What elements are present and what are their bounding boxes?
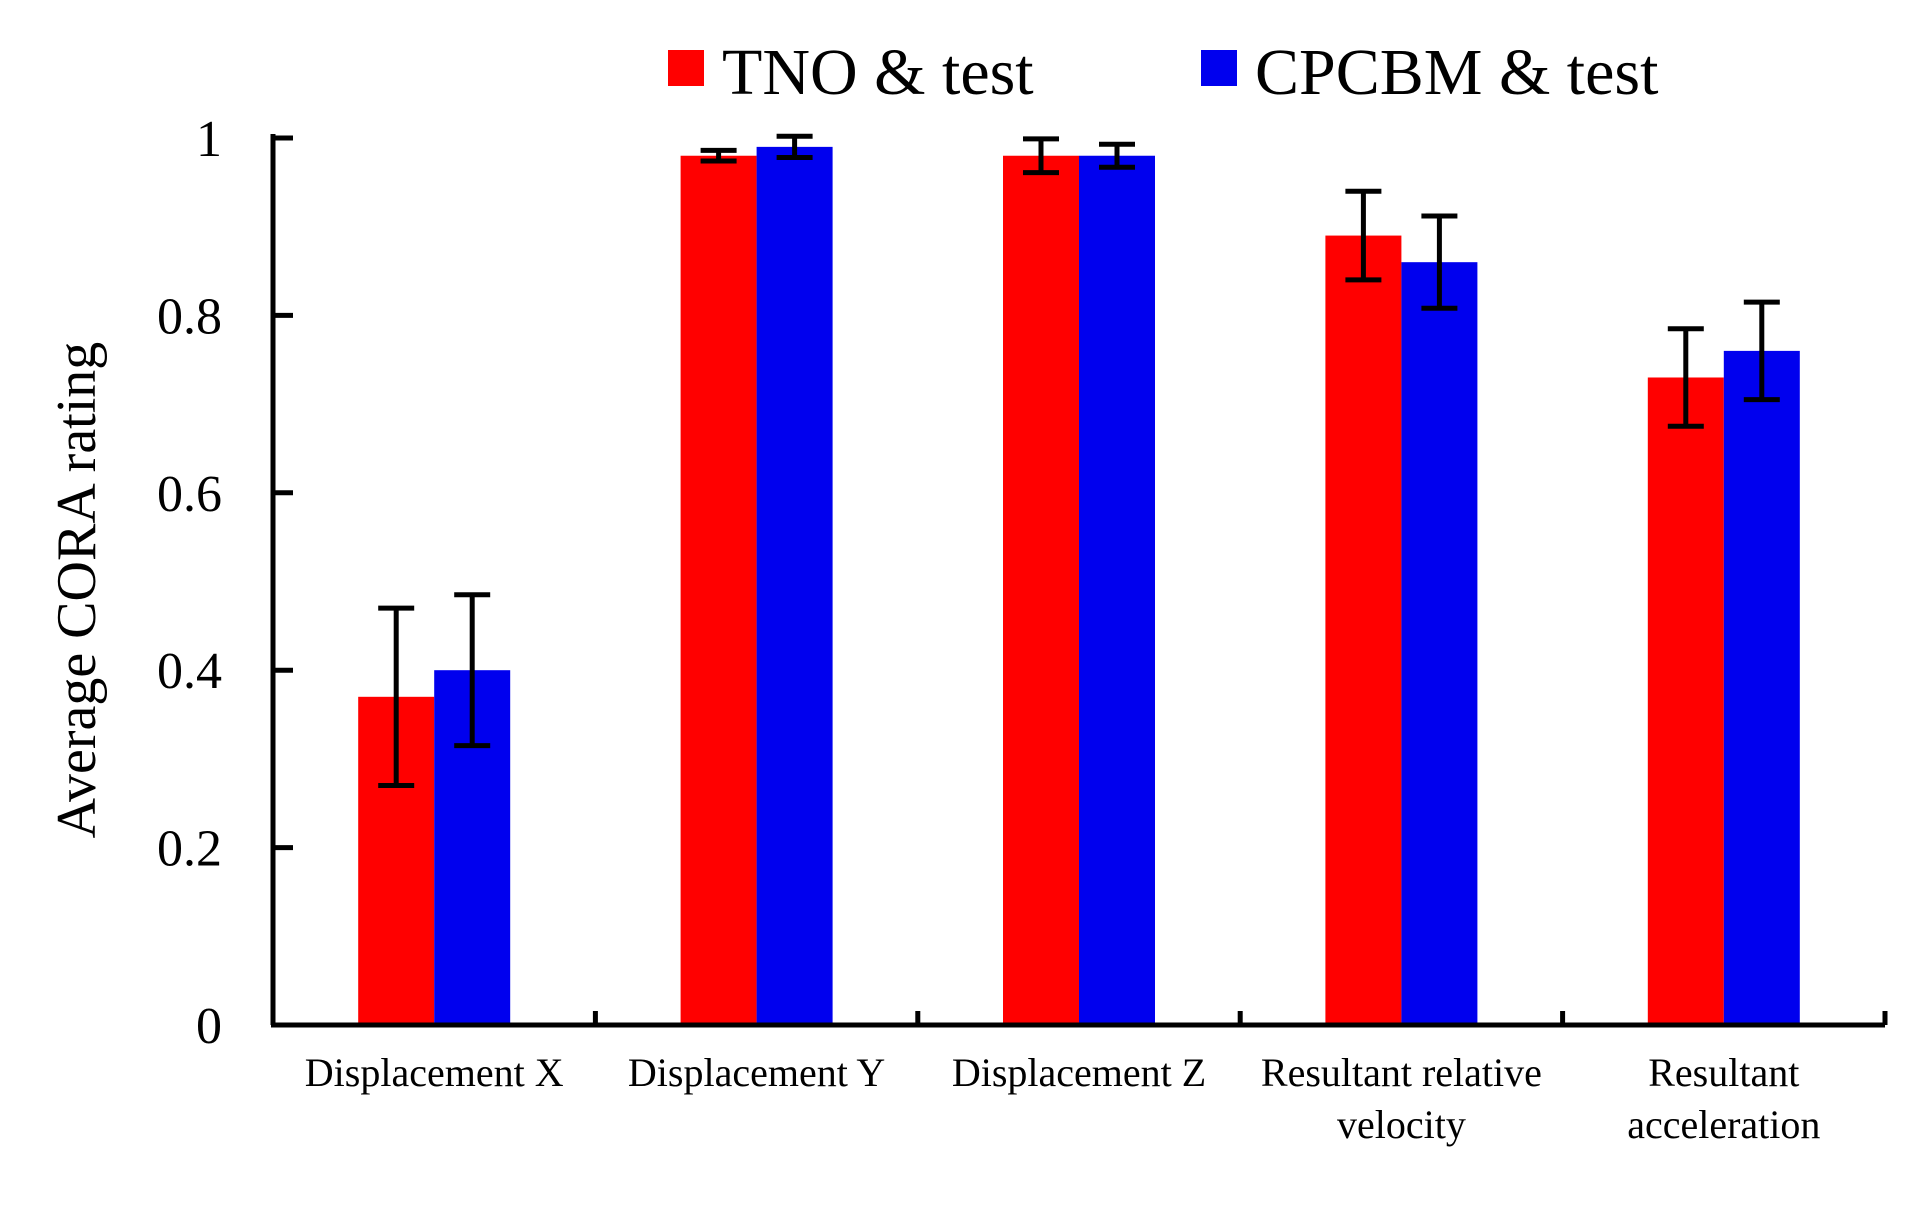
- x-category-label-2: Displacement Z: [952, 1050, 1206, 1095]
- legend-item-tno: TNO & test: [668, 36, 1034, 109]
- legend: TNO & test CPCBM & test: [668, 36, 1658, 109]
- bar-cpcbm-1: [756, 146, 833, 1025]
- error-bar-cpcbm-0: [454, 592, 491, 749]
- error-bar-tno-3: [1345, 188, 1382, 283]
- bar-tno-1: [680, 155, 757, 1026]
- bar-tno-2: [1003, 155, 1079, 1026]
- legend-swatch-1: [1201, 50, 1237, 86]
- error-bar-cpcbm-1: [776, 133, 813, 161]
- error-bar-tno-4: [1667, 326, 1704, 429]
- bar-cpcbm-3: [1401, 262, 1478, 1025]
- error-bar-tno-2: [1023, 136, 1059, 176]
- axes: [270, 134, 1888, 1028]
- legend-item-cpcbm: CPCBM & test: [1201, 36, 1658, 109]
- y-tick-label-0: 0: [196, 998, 222, 1055]
- error-bar-cpcbm-3: [1421, 213, 1458, 311]
- y-tick-label-3: 0.6: [157, 466, 222, 523]
- error-bar-cpcbm-2: [1099, 141, 1135, 170]
- error-bar-cpcbm-4: [1743, 299, 1780, 403]
- y-tick-label-5: 1: [196, 111, 222, 168]
- y-ticks: 0 0.2 0.4 0.6 0.8 1: [157, 111, 293, 1055]
- y-tick-label-4: 0.8: [157, 288, 222, 345]
- error-bars: [378, 133, 1780, 789]
- x-category-label-0: Displacement X: [305, 1050, 564, 1095]
- error-bar-tno-1: [700, 147, 737, 164]
- bar-cpcbm-2: [1079, 155, 1155, 1026]
- x-category-labels: Displacement X Displacement Y Displacement…: [305, 1050, 1821, 1147]
- bar-tno-4: [1647, 377, 1724, 1025]
- legend-label-0: TNO & test: [722, 36, 1034, 109]
- legend-swatch-0: [668, 50, 704, 86]
- error-bar-tno-0: [378, 605, 415, 789]
- y-axis-label-group: Average CORA rating: [46, 342, 108, 839]
- y-tick-label-2: 0.4: [157, 643, 222, 700]
- legend-label-1: CPCBM & test: [1255, 36, 1658, 109]
- y-tick-label-1: 0.2: [157, 821, 222, 878]
- bars: [358, 146, 1800, 1026]
- x-category-label-1: Displacement Y: [628, 1050, 885, 1095]
- x-category-label-4: Resultant acceleration: [1627, 1050, 1820, 1147]
- y-axis-label: Average CORA rating: [46, 342, 108, 839]
- bar-cpcbm-4: [1723, 350, 1800, 1025]
- bar-tno-3: [1325, 235, 1402, 1025]
- x-category-label-3: Resultant relative velocity: [1261, 1050, 1542, 1147]
